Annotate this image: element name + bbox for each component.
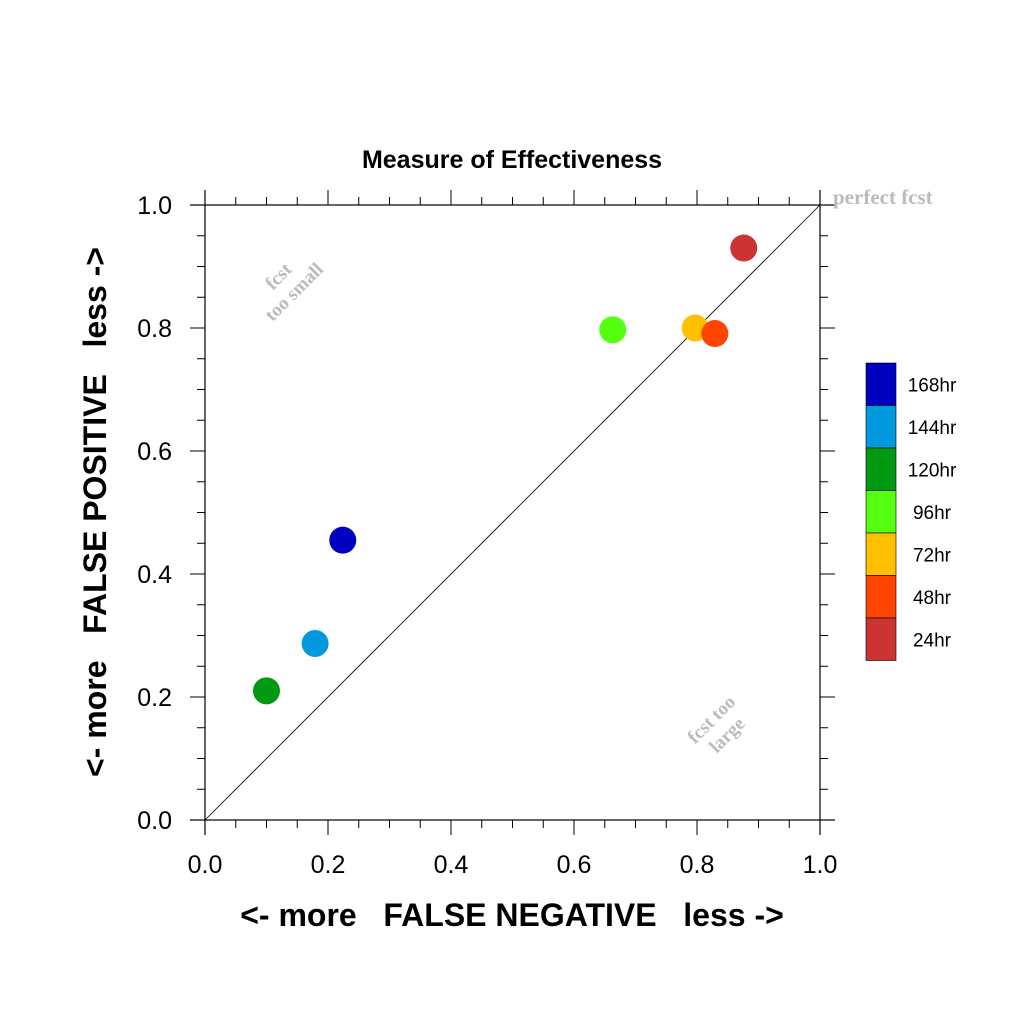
- point-144hr: [301, 629, 329, 657]
- legend: 168hr 144hr 120hr 96hr 72hr 48hr 24hr: [865, 362, 957, 661]
- point-48hr: [701, 320, 729, 348]
- y-tick-label: 0.0: [137, 807, 172, 835]
- legend-swatch-48hr: [865, 575, 897, 619]
- legend-swatch-168hr: [865, 362, 897, 406]
- y-tick-label: 0.8: [137, 315, 172, 343]
- tick-labels: 0.0 0.2 0.4 0.6 0.8 1.0 0.0 0.2 0.4 0.6 0.8 1.0: [137, 192, 837, 879]
- reference-diagonal-line: [204, 204, 821, 821]
- data-points: [253, 234, 758, 705]
- point-24hr: [730, 234, 758, 262]
- x-tick-label: 0.4: [434, 851, 469, 879]
- legend-label-48hr: 48hr: [913, 588, 952, 609]
- x-tick-label: 0.0: [188, 851, 223, 879]
- legend-swatch-144hr: [865, 405, 897, 449]
- axis-ticks: [190, 190, 835, 835]
- legend-label-72hr: 72hr: [913, 545, 952, 566]
- x-tick-label: 1.0: [803, 851, 838, 879]
- y-tick-label: 1.0: [137, 192, 172, 220]
- point-96hr: [599, 316, 627, 344]
- legend-label-168hr: 168hr: [908, 375, 957, 396]
- legend-label-144hr: 144hr: [908, 418, 957, 439]
- legend-label-24hr: 24hr: [913, 630, 952, 651]
- point-120hr: [253, 677, 280, 705]
- legend-swatch-120hr: [865, 447, 897, 491]
- x-tick-label: 0.6: [557, 851, 592, 879]
- legend-swatch-96hr: [865, 490, 897, 534]
- y-axis-label: <- more FALSE POSITIVE less ->: [77, 247, 113, 777]
- y-tick-label: 0.4: [137, 561, 172, 589]
- chart-title: Measure of Effectiveness: [362, 146, 662, 174]
- y-tick-label: 0.6: [137, 438, 172, 466]
- legend-label-120hr: 120hr: [908, 460, 957, 481]
- x-axis-label: <- more FALSE NEGATIVE less ->: [240, 897, 784, 933]
- x-tick-label: 0.8: [680, 851, 715, 879]
- annotation-fcst-too-large: fcst too large: [684, 692, 750, 758]
- legend-swatch-24hr: [865, 617, 897, 661]
- legend-label-96hr: 96hr: [913, 503, 952, 524]
- legend-swatch-72hr: [865, 532, 897, 576]
- point-168hr: [329, 526, 357, 554]
- x-tick-label: 0.2: [311, 851, 346, 879]
- y-tick-label: 0.2: [137, 684, 172, 712]
- annotation-fcst-too-small: fcst too small: [261, 259, 328, 326]
- annotation-perfect-fcst: perfect fcst: [833, 185, 933, 209]
